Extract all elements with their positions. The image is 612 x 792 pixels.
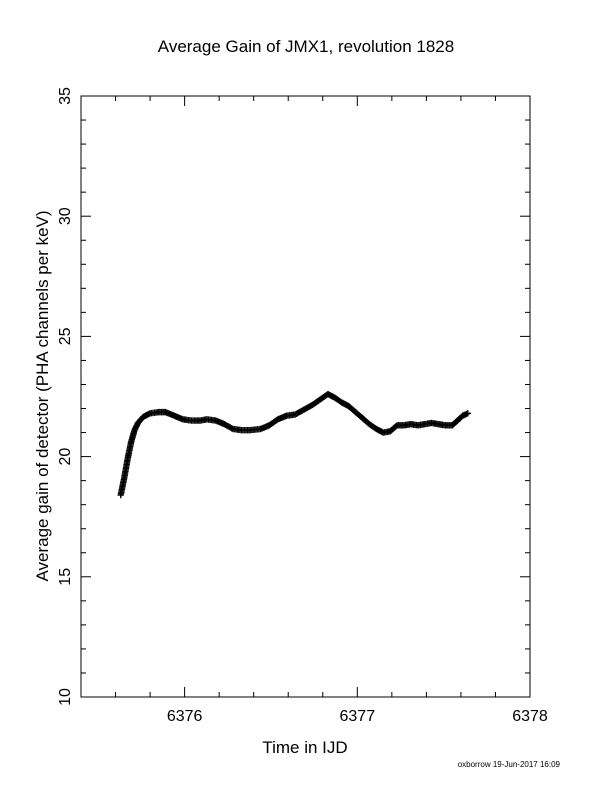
y-axis-ticks xyxy=(81,95,530,698)
y-axis-tick-labels: 10 15 20 25 30 35 xyxy=(57,87,74,706)
y-tick-label: 15 xyxy=(57,568,74,586)
y-tick-label: 35 xyxy=(57,87,74,105)
chart-title: Average Gain of JMX1, revolution 1828 xyxy=(158,37,454,56)
x-axis-tick-labels: 6376 6377 6378 xyxy=(167,708,548,725)
gain-series xyxy=(117,390,472,499)
y-tick-label: 10 xyxy=(57,688,74,706)
y-tick-label: 25 xyxy=(57,327,74,345)
footer-credit: oxborrow 19-Jun-2017 16:09 xyxy=(458,760,561,769)
y-tick-label: 20 xyxy=(57,448,74,466)
x-axis-ticks xyxy=(80,96,531,697)
x-tick-label: 6376 xyxy=(167,708,203,725)
x-axis-label: Time in IJD xyxy=(262,738,347,757)
plot-frame xyxy=(80,95,531,698)
y-tick-label: 30 xyxy=(57,207,74,225)
data-point xyxy=(464,410,472,417)
x-tick-label: 6378 xyxy=(512,708,548,725)
y-axis-label: Average gain of detector (PHA channels p… xyxy=(33,210,52,581)
x-tick-label: 6377 xyxy=(340,708,376,725)
